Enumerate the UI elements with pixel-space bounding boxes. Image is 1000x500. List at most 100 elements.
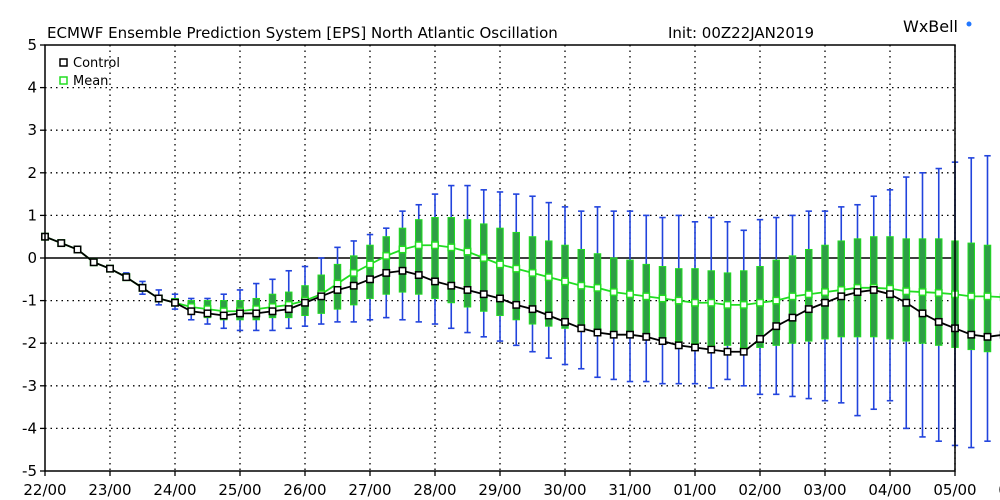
- mean-point: [512, 264, 521, 273]
- ensemble-box: [528, 236, 537, 325]
- control-point: [317, 292, 326, 301]
- axes: 5 4 3 2 1 0 -1 -2 -3 -4 -522/00 23/00 24/00 25/00 26/0…: [22, 36, 1000, 499]
- mean-point: [804, 290, 813, 299]
- x-tick-label: 23/00: [88, 481, 131, 499]
- control-point: [544, 311, 553, 320]
- ensemble-box: [398, 227, 407, 293]
- mean-point: [366, 260, 374, 269]
- control-point: [171, 298, 179, 307]
- mean-line: [44, 235, 1000, 313]
- x-tick-label: 24/00: [153, 481, 196, 499]
- ensemble-box: [723, 272, 732, 346]
- control-point: [772, 322, 781, 331]
- ensemble-box: [756, 266, 764, 348]
- ensemble-box: [447, 217, 455, 304]
- control-point: [902, 298, 911, 307]
- ensemble-box: [496, 227, 504, 317]
- control-point: [561, 317, 569, 326]
- mean-point: [382, 251, 391, 260]
- control-point: [447, 281, 456, 290]
- y-tick-label: -2: [22, 334, 37, 352]
- mean-point: [577, 281, 586, 290]
- control-point: [284, 305, 293, 314]
- y-tick-label: 2: [27, 164, 37, 182]
- mean-point: [707, 298, 716, 307]
- y-tick-label: -3: [22, 377, 37, 395]
- control-point: [268, 307, 277, 316]
- control-point: [496, 294, 504, 303]
- control-point: [138, 283, 147, 292]
- control-point: [739, 347, 748, 356]
- control-point: [853, 288, 862, 297]
- mean-point: [918, 288, 927, 297]
- mean-point: [593, 283, 602, 292]
- control-point: [804, 305, 813, 314]
- mean-point: [788, 292, 797, 301]
- x-tick-label: 27/00: [348, 481, 391, 499]
- mean-point: [739, 300, 748, 309]
- legend-control-label: Control: [73, 56, 120, 71]
- x-tick-label: 29/00: [478, 481, 521, 499]
- x-tick-label: 01/00: [673, 481, 716, 499]
- mean-point: [772, 296, 781, 305]
- control-point: [414, 271, 423, 279]
- y-tick-label: 1: [27, 206, 37, 224]
- control-point: [333, 286, 342, 294]
- control-point: [122, 273, 131, 282]
- y-tick-label: 0: [27, 249, 37, 267]
- mean-point: [544, 273, 553, 282]
- control-point: [983, 332, 992, 341]
- mean-point: [609, 288, 618, 297]
- control-point: [837, 292, 846, 301]
- control-point: [821, 298, 829, 307]
- control-point: [236, 309, 244, 318]
- mean-point: [398, 245, 407, 254]
- legend-mean-label: Mean: [73, 74, 108, 89]
- x-tick-label: 22/00: [23, 481, 66, 499]
- control-point: [918, 309, 927, 318]
- x-tick-label: 28/00: [413, 481, 456, 499]
- logo-dot-icon: [966, 21, 972, 27]
- y-tick-label: 3: [27, 121, 37, 139]
- legend-mean-marker: [59, 76, 68, 85]
- x-tick-label: 04/00: [868, 481, 911, 499]
- control-point: [349, 281, 358, 290]
- ensemble-box: [366, 244, 374, 299]
- control-point: [593, 328, 602, 337]
- control-point: [577, 324, 586, 333]
- ensemble-box: [431, 217, 439, 299]
- mean-point: [902, 287, 911, 296]
- ensemble-box: [626, 259, 634, 338]
- mean-point: [658, 294, 667, 303]
- control-point: [431, 277, 439, 286]
- ensemble-box: [561, 244, 569, 329]
- control-point: [219, 311, 228, 320]
- control-point: [756, 334, 764, 343]
- control-point: [382, 268, 391, 277]
- control-point: [674, 341, 683, 350]
- control-point: [203, 309, 212, 318]
- y-tick-label: -1: [22, 292, 37, 310]
- control-point: [609, 330, 618, 339]
- control-point: [479, 290, 488, 299]
- mean-point: [447, 243, 456, 252]
- control-point: [691, 343, 699, 352]
- mean-point: [691, 298, 699, 307]
- control-series: [41, 232, 1000, 356]
- x-tick-label: 05/00: [933, 481, 976, 499]
- control-point: [512, 300, 521, 309]
- mean-point: [674, 296, 683, 305]
- x-tick-label: 30/00: [543, 481, 586, 499]
- control-point: [642, 332, 651, 341]
- mean-point: [934, 288, 943, 297]
- control-point: [934, 317, 943, 326]
- ensemble-box: [707, 270, 715, 346]
- mean-point: [983, 292, 992, 301]
- control-point: [154, 294, 163, 303]
- mean-point: [479, 254, 488, 262]
- mean-point: [756, 298, 764, 307]
- legend: Control Mean: [59, 56, 120, 89]
- control-point: [57, 239, 66, 248]
- control-point: [366, 275, 374, 284]
- control-point: [967, 330, 976, 339]
